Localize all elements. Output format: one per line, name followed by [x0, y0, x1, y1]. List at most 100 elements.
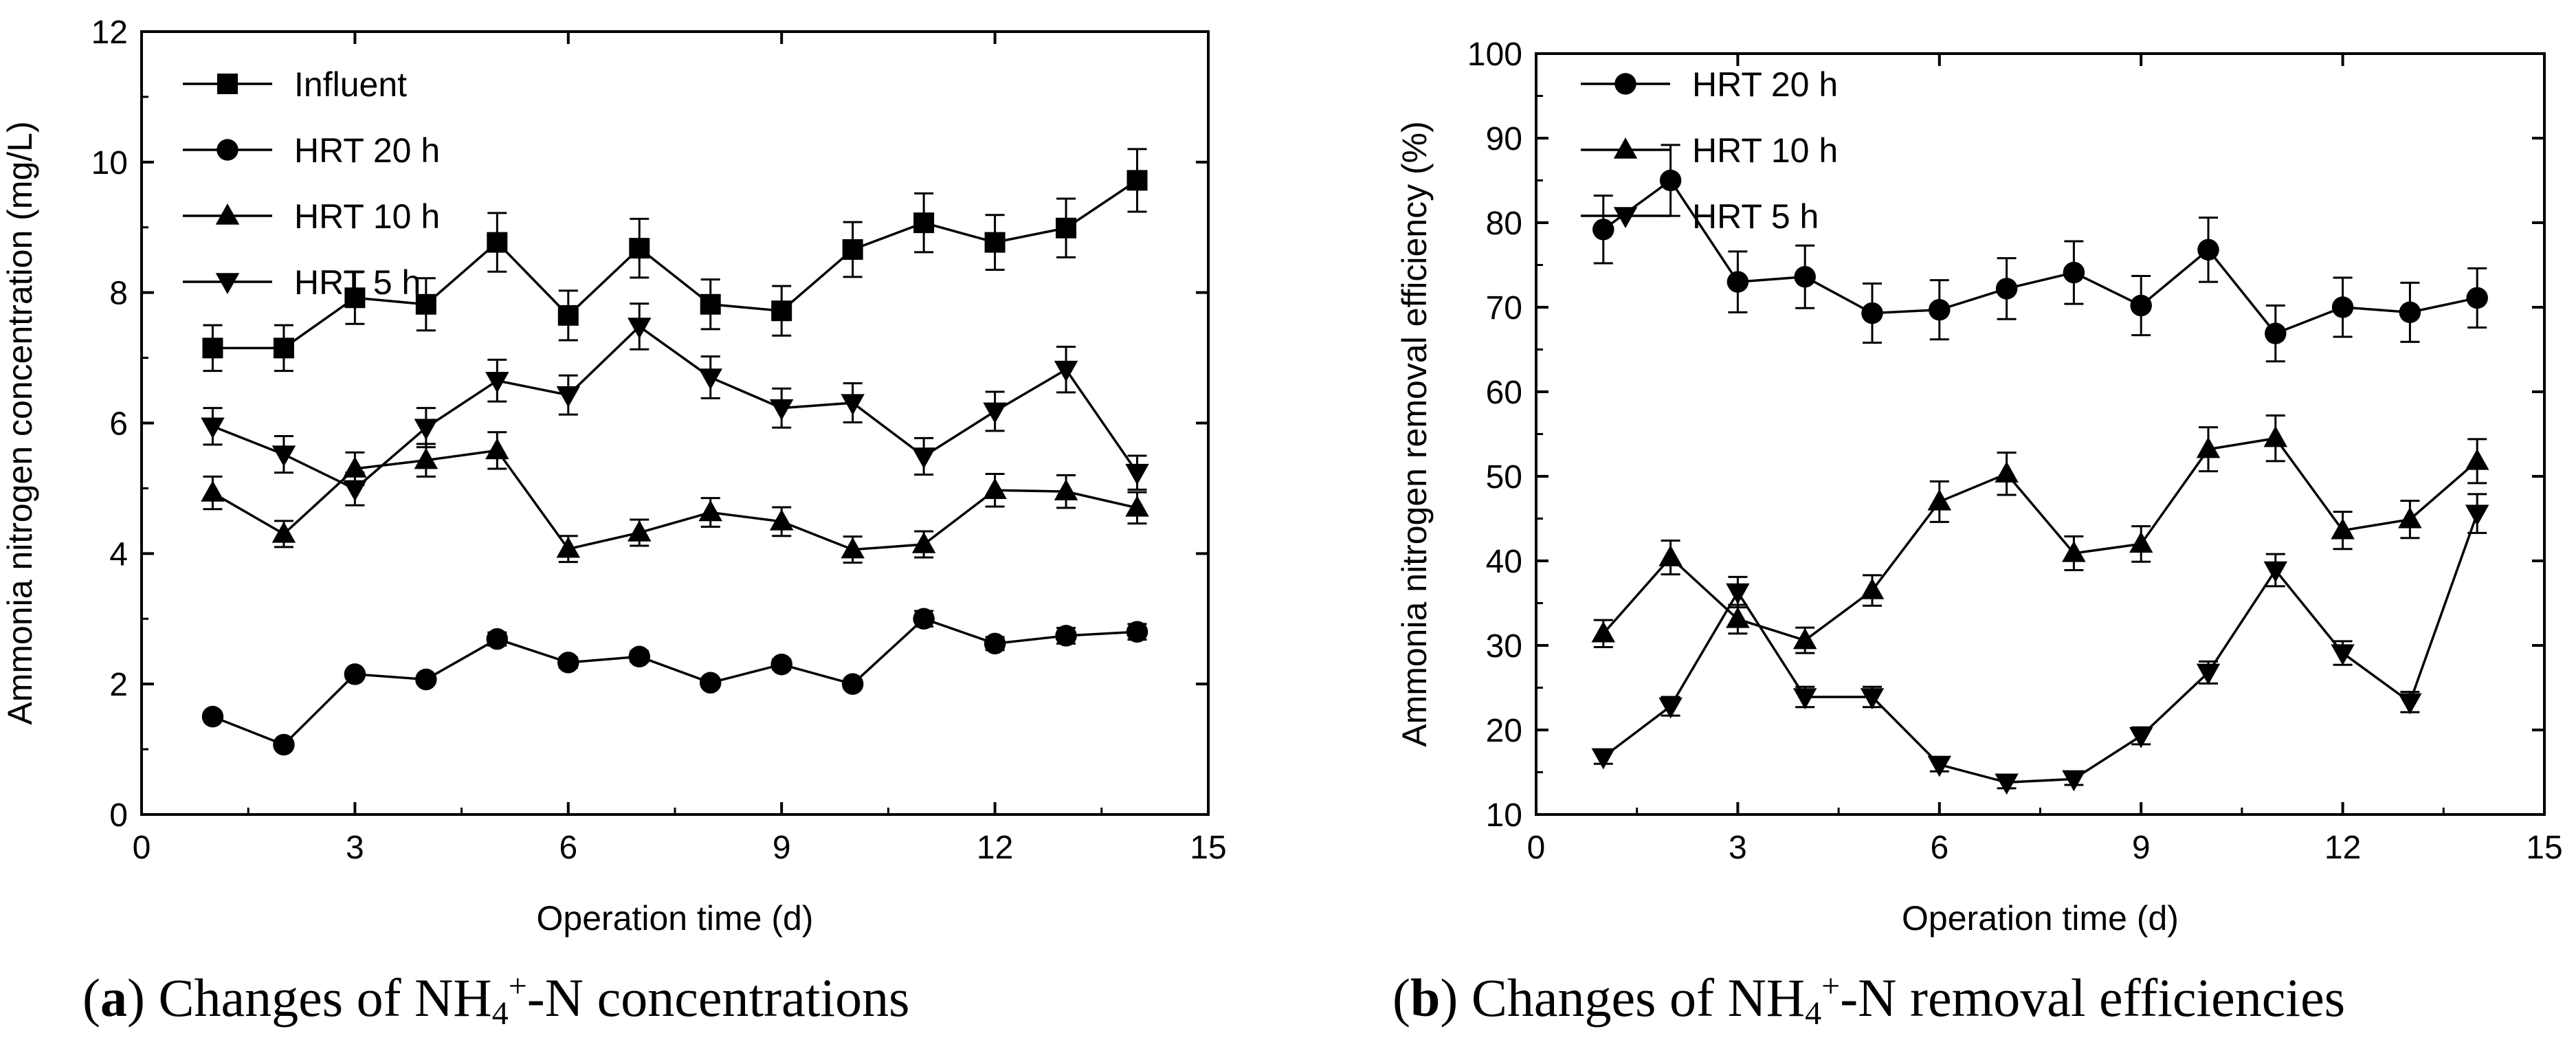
- panel-b-y-tick-label: 10: [1486, 797, 1522, 834]
- panel-b-data-point: [2062, 540, 2086, 562]
- panel-a-data-point: [841, 394, 865, 416]
- panel-a-data-point: [271, 445, 296, 467]
- panel-b-data-point: [1792, 688, 1817, 710]
- panel-b-plot-frame: [1535, 52, 2546, 816]
- panel-a-legend-label: Influent: [294, 65, 407, 104]
- panel-a-data-point: [414, 419, 438, 441]
- panel-b-legend-entry: HRT 5 h: [1581, 197, 1819, 236]
- panel-a-series-hrt-5-h: [201, 302, 1149, 507]
- panel-b-data-point: [1792, 628, 1817, 650]
- panel-a-caption-text: ) Changes of NH: [127, 968, 492, 1028]
- panel-b-data-point: [1995, 278, 2018, 300]
- panel-a-data-point: [911, 532, 936, 553]
- panel-a-data-point: [556, 386, 581, 408]
- panel-a-data-point: [1055, 625, 1077, 647]
- panel-b-caption: (b) Changes of NH4+-N removal efficienci…: [1392, 968, 2345, 1032]
- panel-a-legend-label: HRT 20 h: [294, 131, 440, 170]
- panel-b-x-tick-label: 3: [1729, 830, 1747, 866]
- panel-a-data-point: [344, 663, 366, 685]
- panel-a-data-point: [201, 417, 225, 439]
- chart-panel-b: 0 3 6 9 12 15 10 20 30 40 50 60 70 80 90 100 Operation t…: [1392, 36, 2563, 1032]
- panel-a-caption-paren: (: [82, 968, 100, 1028]
- panel-b-data-point: [1658, 697, 1683, 719]
- panel-a-y-tick-label: 6: [109, 406, 128, 443]
- panel-a-data-point: [628, 318, 652, 340]
- panel-a-data-point: [769, 509, 794, 531]
- panel-a-data-point: [344, 287, 366, 309]
- panel-b-data-point: [1726, 583, 1750, 605]
- panel-a-data-point: [271, 521, 296, 543]
- panel-a-x-tick-label: 9: [773, 830, 791, 866]
- panel-b-x-tick-label: 15: [2526, 830, 2562, 866]
- panel-b-y-tick-label: 30: [1486, 628, 1522, 665]
- panel-b-data-point: [2398, 507, 2422, 529]
- panel-a-data-point: [841, 537, 865, 559]
- panel-b-data-point: [2197, 239, 2219, 261]
- panel-a-data-point: [911, 447, 936, 469]
- panel-a-data-point: [201, 480, 225, 502]
- panel-a-data-point: [486, 628, 509, 650]
- panel-b-y-tick-label: 40: [1486, 544, 1522, 580]
- panel-a-data-point: [841, 673, 864, 695]
- panel-a-series-hrt-10-h: [201, 431, 1149, 564]
- panel-a-data-point: [913, 608, 935, 630]
- panel-b-data-point: [1929, 298, 1951, 321]
- panel-b-data-point: [1995, 773, 2019, 795]
- panel-b-data-point: [2398, 693, 2422, 715]
- panel-a-data-point: [557, 304, 579, 326]
- panel-b-y-tick-label: 90: [1486, 121, 1522, 157]
- panel-a-data-point: [984, 632, 1006, 655]
- panel-a-data-point: [1125, 495, 1149, 517]
- panel-b-y-tick-label: 100: [1467, 36, 1522, 73]
- panel-a-data-point: [1054, 360, 1078, 382]
- panel-a-data-point: [983, 402, 1007, 424]
- panel-b-legend-entry: HRT 10 h: [1581, 131, 1838, 170]
- panel-a-caption-subscript: 4: [492, 995, 509, 1032]
- panel-b-series-hrt-5-h: [1591, 493, 2489, 795]
- panel-a-data-point: [557, 652, 579, 674]
- panel-a-data-point: [201, 705, 224, 728]
- panel-a-legend-label: HRT 5 h: [294, 263, 421, 302]
- panel-a-legend-marker: [217, 74, 238, 94]
- panel-a-x-tick-label: 3: [346, 830, 364, 866]
- panel-a-data-point: [1125, 463, 1149, 485]
- panel-a-legend-marker: [216, 139, 238, 161]
- panel-a-data-point: [629, 238, 650, 259]
- panel-a-legend-entry: HRT 10 h: [183, 197, 440, 236]
- panel-b-y-tick-label: 80: [1486, 206, 1522, 242]
- panel-b-x-tick-label: 0: [1527, 830, 1546, 866]
- panel-a-series-influent: [202, 148, 1148, 373]
- panel-b-series-hrt-10-h: [1591, 414, 2489, 654]
- panel-b-legend-entry: HRT 20 h: [1581, 65, 1838, 104]
- panel-a-legend-entry: HRT 5 h: [183, 263, 421, 302]
- panel-b-caption-text: ) Changes of NH: [1440, 968, 1805, 1028]
- panel-a-data-point: [487, 232, 508, 253]
- panel-b-legend-label: HRT 20 h: [1692, 65, 1838, 104]
- panel-b-data-point: [2130, 294, 2152, 317]
- panel-a-y-tick-label: 10: [91, 145, 128, 181]
- panel-b-data-point: [1927, 755, 1952, 777]
- panel-a-x-tick-label: 0: [133, 830, 151, 866]
- panel-a-data-point: [699, 672, 722, 694]
- panel-a-data-point: [485, 438, 509, 460]
- panel-a-data-point: [273, 733, 295, 756]
- panel-b-series-line: [1602, 179, 2478, 335]
- panel-b-data-point: [2196, 663, 2221, 685]
- panel-b-caption-letter: b: [1410, 968, 1440, 1028]
- panel-b-data-point: [2399, 301, 2421, 324]
- panel-b-legend-label: HRT 5 h: [1692, 197, 1819, 236]
- panel-b-data-point: [1861, 302, 1883, 324]
- panel-b-data-point: [2263, 425, 2288, 447]
- panel-b-data-point: [1726, 271, 1749, 293]
- panel-a-y-axis-title: Ammonia nitrogen concentration (mg/L): [1, 121, 39, 724]
- panel-b-data-point: [2465, 448, 2489, 470]
- panel-b-legend-label: HRT 10 h: [1692, 131, 1838, 170]
- panel-b-caption-superscript: +: [1821, 968, 1840, 1004]
- panel-a-x-tick-label: 12: [977, 830, 1013, 866]
- panel-a-data-point: [769, 399, 794, 421]
- panel-a-data-point: [913, 212, 935, 234]
- panel-a-x-tick-label: 15: [1190, 830, 1226, 866]
- panel-b-data-point: [1591, 621, 1616, 643]
- panel-a-x-tick-label: 6: [559, 830, 577, 866]
